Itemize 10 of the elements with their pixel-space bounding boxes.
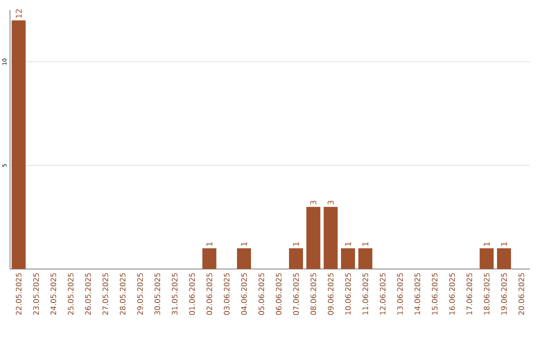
bar (202, 248, 216, 269)
bar (237, 248, 251, 269)
bar (480, 248, 494, 269)
bar (306, 206, 320, 269)
bar (324, 206, 338, 269)
bar (358, 248, 372, 269)
bar (289, 248, 304, 269)
bar (497, 248, 512, 269)
bar (341, 248, 356, 269)
bar (12, 20, 26, 269)
